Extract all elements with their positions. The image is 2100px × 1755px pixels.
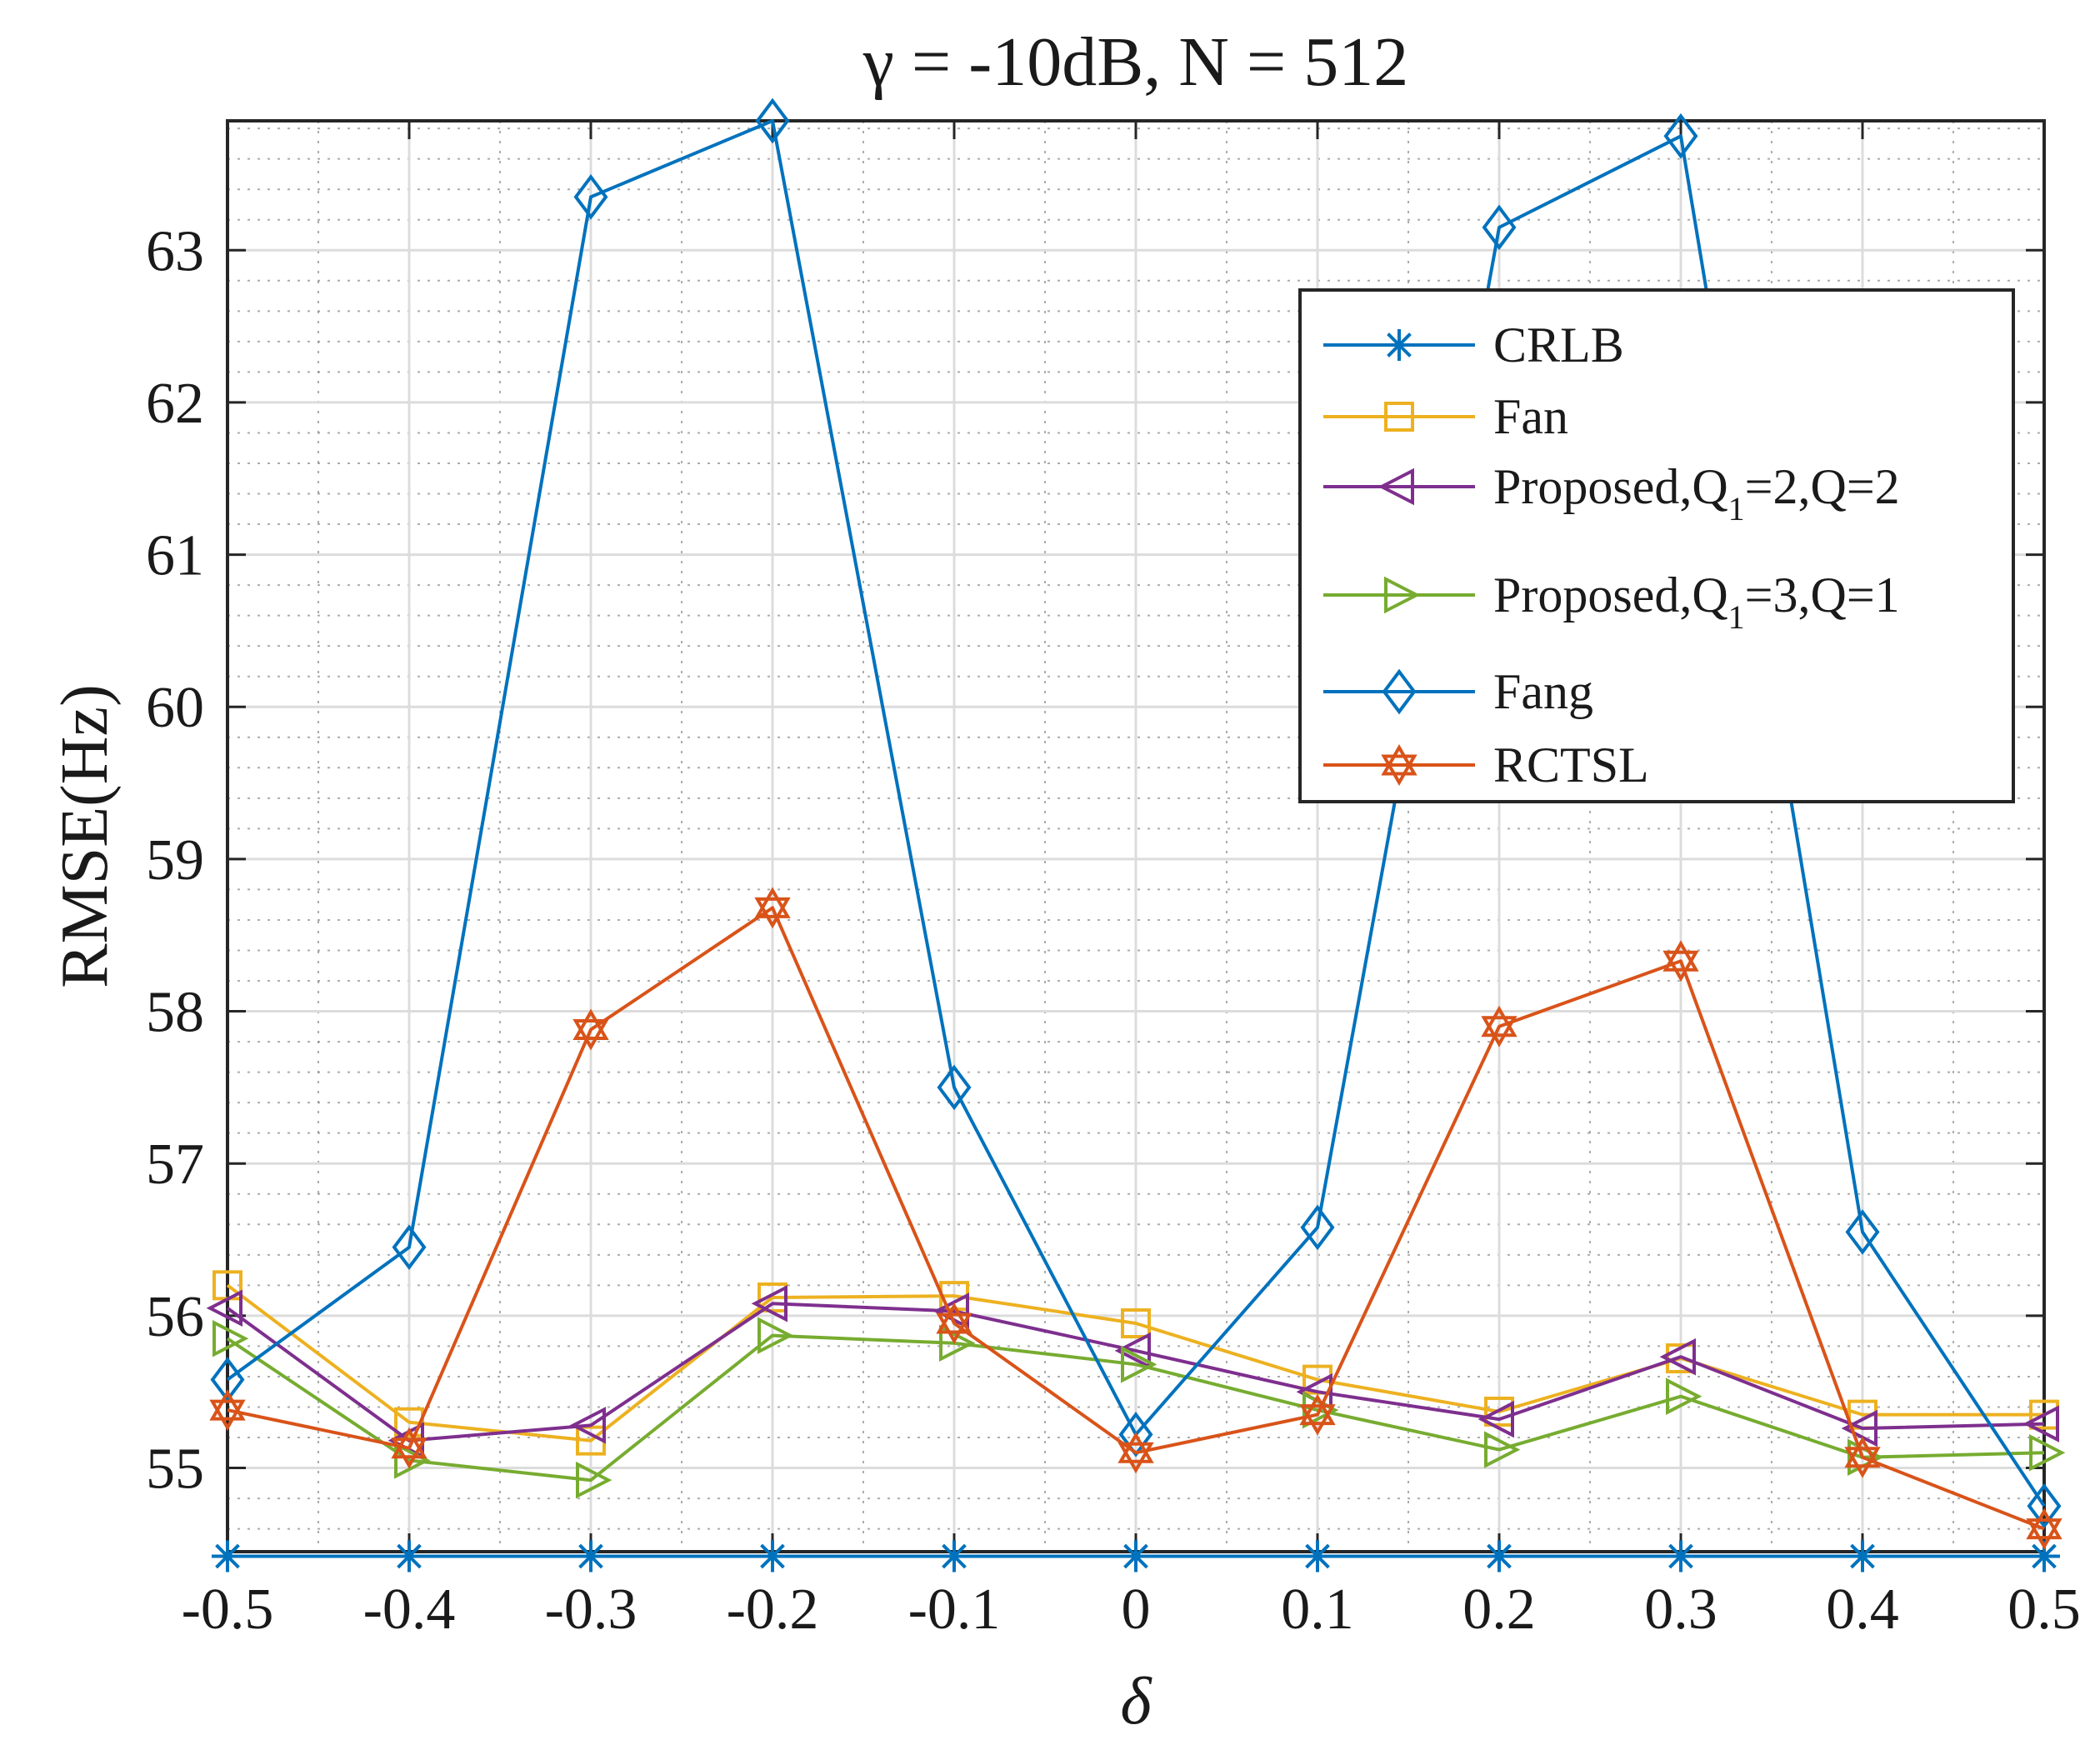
data-point — [937, 1064, 972, 1111]
data-point — [212, 1540, 243, 1572]
data-point — [392, 1224, 427, 1271]
x-tick-label: 0 — [1122, 1578, 1151, 1642]
legend: CRLBFanProposed,Q1=2,Q=2Proposed,Q1=3,Q=… — [1298, 288, 2015, 803]
y-tick-label: 58 — [146, 981, 204, 1045]
data-point — [206, 1289, 242, 1328]
legend-box — [1298, 288, 2015, 803]
data-point — [1299, 1393, 1336, 1436]
legend-label: Fang — [1493, 664, 1593, 719]
y-tick-label: 56 — [146, 1285, 204, 1349]
data-point — [1482, 204, 1517, 251]
data-point — [1847, 1540, 1878, 1572]
data-point — [1478, 1400, 1514, 1438]
legend-marker — [1383, 329, 1415, 361]
x-tick-label: -0.1 — [908, 1578, 1001, 1642]
legend-label: Fan — [1493, 389, 1568, 444]
legend-item: Fan — [1323, 389, 1568, 444]
data-point — [1845, 1209, 1880, 1255]
data-point — [1665, 1540, 1697, 1572]
data-point — [394, 1442, 431, 1479]
data-point — [394, 1407, 424, 1438]
data-point — [210, 1357, 245, 1402]
y-tick-label: 62 — [146, 372, 204, 436]
data-point — [572, 1008, 609, 1051]
data-point — [573, 173, 608, 220]
series-line — [227, 906, 2045, 1531]
data-point — [754, 887, 791, 929]
series-RCTSL — [209, 887, 2062, 1550]
data-point — [1666, 1378, 1702, 1415]
y-tick-label: 63 — [146, 219, 204, 283]
data-point — [2027, 1482, 2062, 1529]
legend-item: Fang — [1323, 664, 1593, 719]
data-point — [1483, 1540, 1515, 1572]
data-point — [1841, 1409, 1878, 1448]
legend-label: CRLB — [1493, 318, 1624, 372]
data-point — [1300, 1204, 1335, 1251]
data-point — [209, 1389, 246, 1432]
legend-marker — [1384, 576, 1421, 614]
x-tick-label: -0.2 — [727, 1578, 819, 1642]
y-tick-label: 60 — [146, 676, 204, 740]
data-point — [1662, 940, 1699, 982]
data-point — [1120, 1540, 1152, 1572]
data-point — [1118, 1432, 1154, 1474]
data-point — [393, 1540, 425, 1572]
data-point — [2022, 1405, 2059, 1442]
data-point — [1121, 1308, 1151, 1339]
data-point — [2029, 1433, 2066, 1472]
series-line — [226, 1333, 2045, 1482]
data-point — [212, 1320, 249, 1358]
series-line — [226, 1283, 2044, 1442]
x-axis-label: δ — [1120, 1665, 1152, 1738]
data-point — [1481, 1005, 1518, 1048]
data-point — [758, 1317, 794, 1354]
x-tick-label: -0.4 — [363, 1578, 456, 1642]
series-CRLB — [212, 1540, 2060, 1572]
legend-marker — [1382, 668, 1417, 715]
data-point — [936, 1302, 972, 1344]
legend-label: RCTSL — [1493, 738, 1649, 792]
data-point — [569, 1407, 606, 1444]
y-tick-label: 61 — [146, 524, 204, 588]
data-point — [391, 1427, 428, 1469]
x-tick-label: 0.4 — [1826, 1578, 1899, 1642]
series-line — [226, 1302, 2045, 1442]
data-point — [1844, 1436, 1881, 1478]
y-tick-label: 57 — [146, 1132, 204, 1197]
data-point — [1118, 1412, 1153, 1458]
data-point — [757, 1540, 788, 1572]
legend-marker — [1384, 402, 1414, 432]
data-point — [755, 98, 790, 144]
x-tick-label: -0.3 — [545, 1578, 638, 1642]
data-point — [938, 1540, 970, 1572]
series-Fan — [212, 1270, 2059, 1456]
x-tick-label: 0.2 — [1462, 1578, 1536, 1642]
data-point — [1663, 112, 1698, 159]
y-axis-label: RMSE(Hz) — [48, 684, 122, 988]
data-point — [1302, 1540, 1333, 1572]
data-point — [751, 1284, 788, 1322]
x-tick-label: 0.1 — [1281, 1578, 1354, 1642]
data-point — [576, 1461, 612, 1499]
data-point — [1114, 1332, 1151, 1370]
data-point — [1484, 1431, 1521, 1468]
series-lines — [206, 98, 2066, 1572]
y-tick-label: 59 — [146, 828, 204, 892]
legend-marker — [1378, 468, 1414, 506]
chart-title: γ = -10dB, N = 512 — [862, 23, 1409, 101]
axis-ticks: -0.5 -0.4 -0.3 -0.2 -0.1 0 0.1 0.2 0.3 0.4 0.5 55 56… — [146, 121, 2081, 1642]
x-tick-label: 0.5 — [2008, 1578, 2081, 1642]
data-point — [1121, 1346, 1158, 1383]
y-tick-label: 55 — [146, 1438, 204, 1502]
x-tick-label: 0.3 — [1644, 1578, 1718, 1642]
legend-item: RCTSL — [1323, 738, 1649, 792]
data-point — [575, 1540, 607, 1572]
legend-item: CRLB — [1323, 318, 1624, 372]
x-tick-label: -0.5 — [182, 1578, 274, 1642]
data-point — [2026, 1508, 2062, 1550]
data-point — [1659, 1338, 1696, 1376]
legend-marker — [1381, 744, 1418, 786]
